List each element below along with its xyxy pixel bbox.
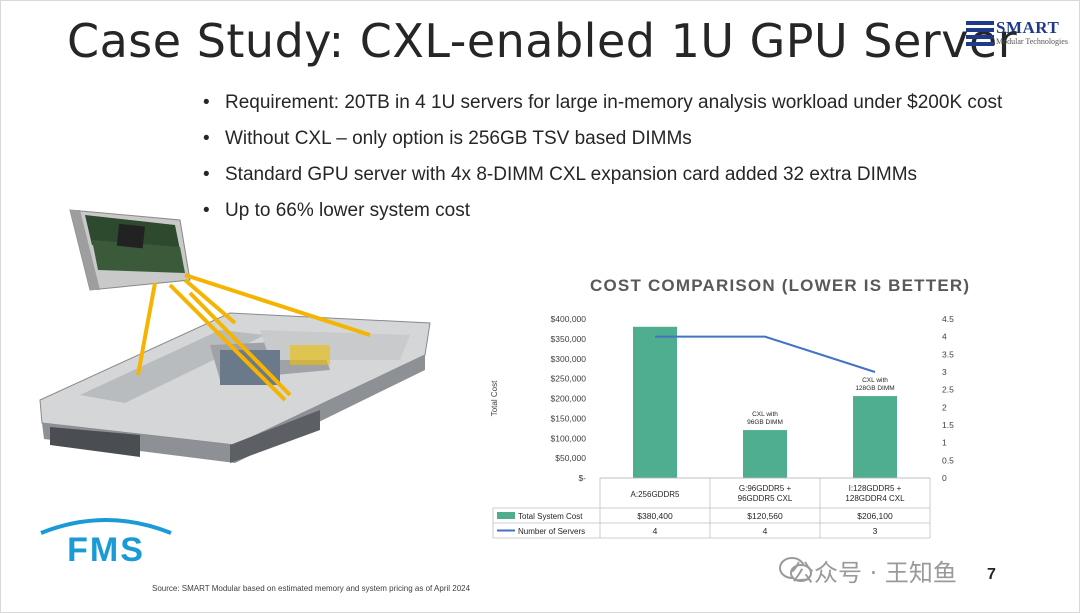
bullet-list: Requirement: 20TB in 4 1U servers for la… — [203, 90, 1002, 234]
table-value-cost: $206,100 — [857, 511, 893, 521]
y-left-tick-label: $300,000 — [551, 354, 587, 364]
y-right-tick-label: 3 — [942, 367, 947, 377]
y-left-tick-label: $- — [578, 473, 586, 483]
server-illustration — [39, 209, 431, 463]
fms-logo: FMS — [40, 518, 172, 569]
smart-logo-subtitle: Modular Technologies — [996, 37, 1068, 46]
y-right-tick-label: 4 — [942, 332, 947, 342]
bar-annotation: 128GB DIMM — [855, 385, 894, 392]
x-category-label: I:128GDDR5 + — [849, 484, 902, 493]
x-category-label: A:256GDDR5 — [631, 490, 680, 499]
table-value-cost: $120,560 — [747, 511, 783, 521]
bullet-without-cxl: Without CXL – only option is 256GB TSV b… — [203, 126, 1002, 162]
line-number-of-servers — [655, 335, 876, 373]
y-right-tick-label: 0 — [942, 473, 947, 483]
server-chassis-image — [39, 312, 431, 463]
table-value-servers: 4 — [763, 526, 768, 536]
y-right-tick-label: 3.5 — [942, 349, 954, 359]
smart-logo-mark — [966, 21, 994, 46]
bullet-requirement: Requirement: 20TB in 4 1U servers for la… — [203, 90, 1002, 126]
bar-total-system-cost — [633, 326, 677, 478]
x-category-label: 128GDDR4 CXL — [845, 494, 905, 503]
y-right-tick-label: 2.5 — [942, 385, 954, 395]
bar-annotation: CXL with — [862, 377, 888, 384]
y-left-tick-label: $100,000 — [551, 433, 587, 443]
table-value-cost: $380,400 — [637, 511, 673, 521]
y-left-tick-label: $50,000 — [555, 453, 586, 463]
y-right-tick-label: 1.5 — [942, 420, 954, 430]
chart-title: COST COMPARISON (LOWER IS BETTER) — [590, 276, 971, 295]
bar-total-system-cost — [743, 430, 787, 478]
slide-title: Case Study: CXL-enabled 1U GPU Server — [67, 14, 1018, 68]
table-value-servers: 3 — [873, 526, 878, 536]
callout-arrows — [136, 273, 371, 402]
y-right-tick-label: 0.5 — [942, 455, 954, 465]
y-axis-title: Total Cost — [490, 380, 499, 416]
cxl-card-image — [69, 209, 191, 291]
y-left-tick-label: $400,000 — [551, 314, 587, 324]
source-note: Source: SMART Modular based on estimated… — [152, 584, 471, 593]
y-right-tick-label: 4.5 — [942, 314, 954, 324]
legend-label-number-of-servers: Number of Servers — [518, 527, 585, 536]
fms-logo-text: FMS — [67, 531, 145, 569]
y-left-tick-label: $250,000 — [551, 374, 587, 384]
bar-annotation: 96GB DIMM — [747, 419, 783, 426]
y-right-tick-label: 1 — [942, 438, 947, 448]
y-left-tick-label: $200,000 — [551, 394, 587, 404]
smart-logo-word: SMART — [996, 18, 1060, 37]
x-category-label: G:96GDDR5 + — [739, 484, 792, 493]
watermark-text: 公众号 · 王知鱼 — [790, 559, 957, 587]
legend-swatch-total-system-cost — [497, 512, 515, 519]
bar-annotation: CXL with — [752, 411, 778, 418]
y-left-tick-label: $150,000 — [551, 413, 587, 423]
y-right-tick-label: 2 — [942, 402, 947, 412]
cost-chart: Total Cost $- $50,000 $100,000 $150,000 $200,… — [490, 314, 954, 539]
bullet-lower-cost: Up to 66% lower system cost — [203, 198, 1002, 234]
legend-label-total-system-cost: Total System Cost — [518, 512, 583, 521]
bar-total-system-cost — [853, 396, 897, 478]
bullet-gpu-server: Standard GPU server with 4x 8-DIMM CXL e… — [203, 162, 1002, 198]
x-category-label: 96GDDR5 CXL — [738, 494, 793, 503]
table-value-servers: 4 — [653, 526, 658, 536]
wechat-icon — [779, 557, 812, 582]
page-number: 7 — [987, 566, 996, 583]
y-left-tick-label: $350,000 — [551, 334, 587, 344]
